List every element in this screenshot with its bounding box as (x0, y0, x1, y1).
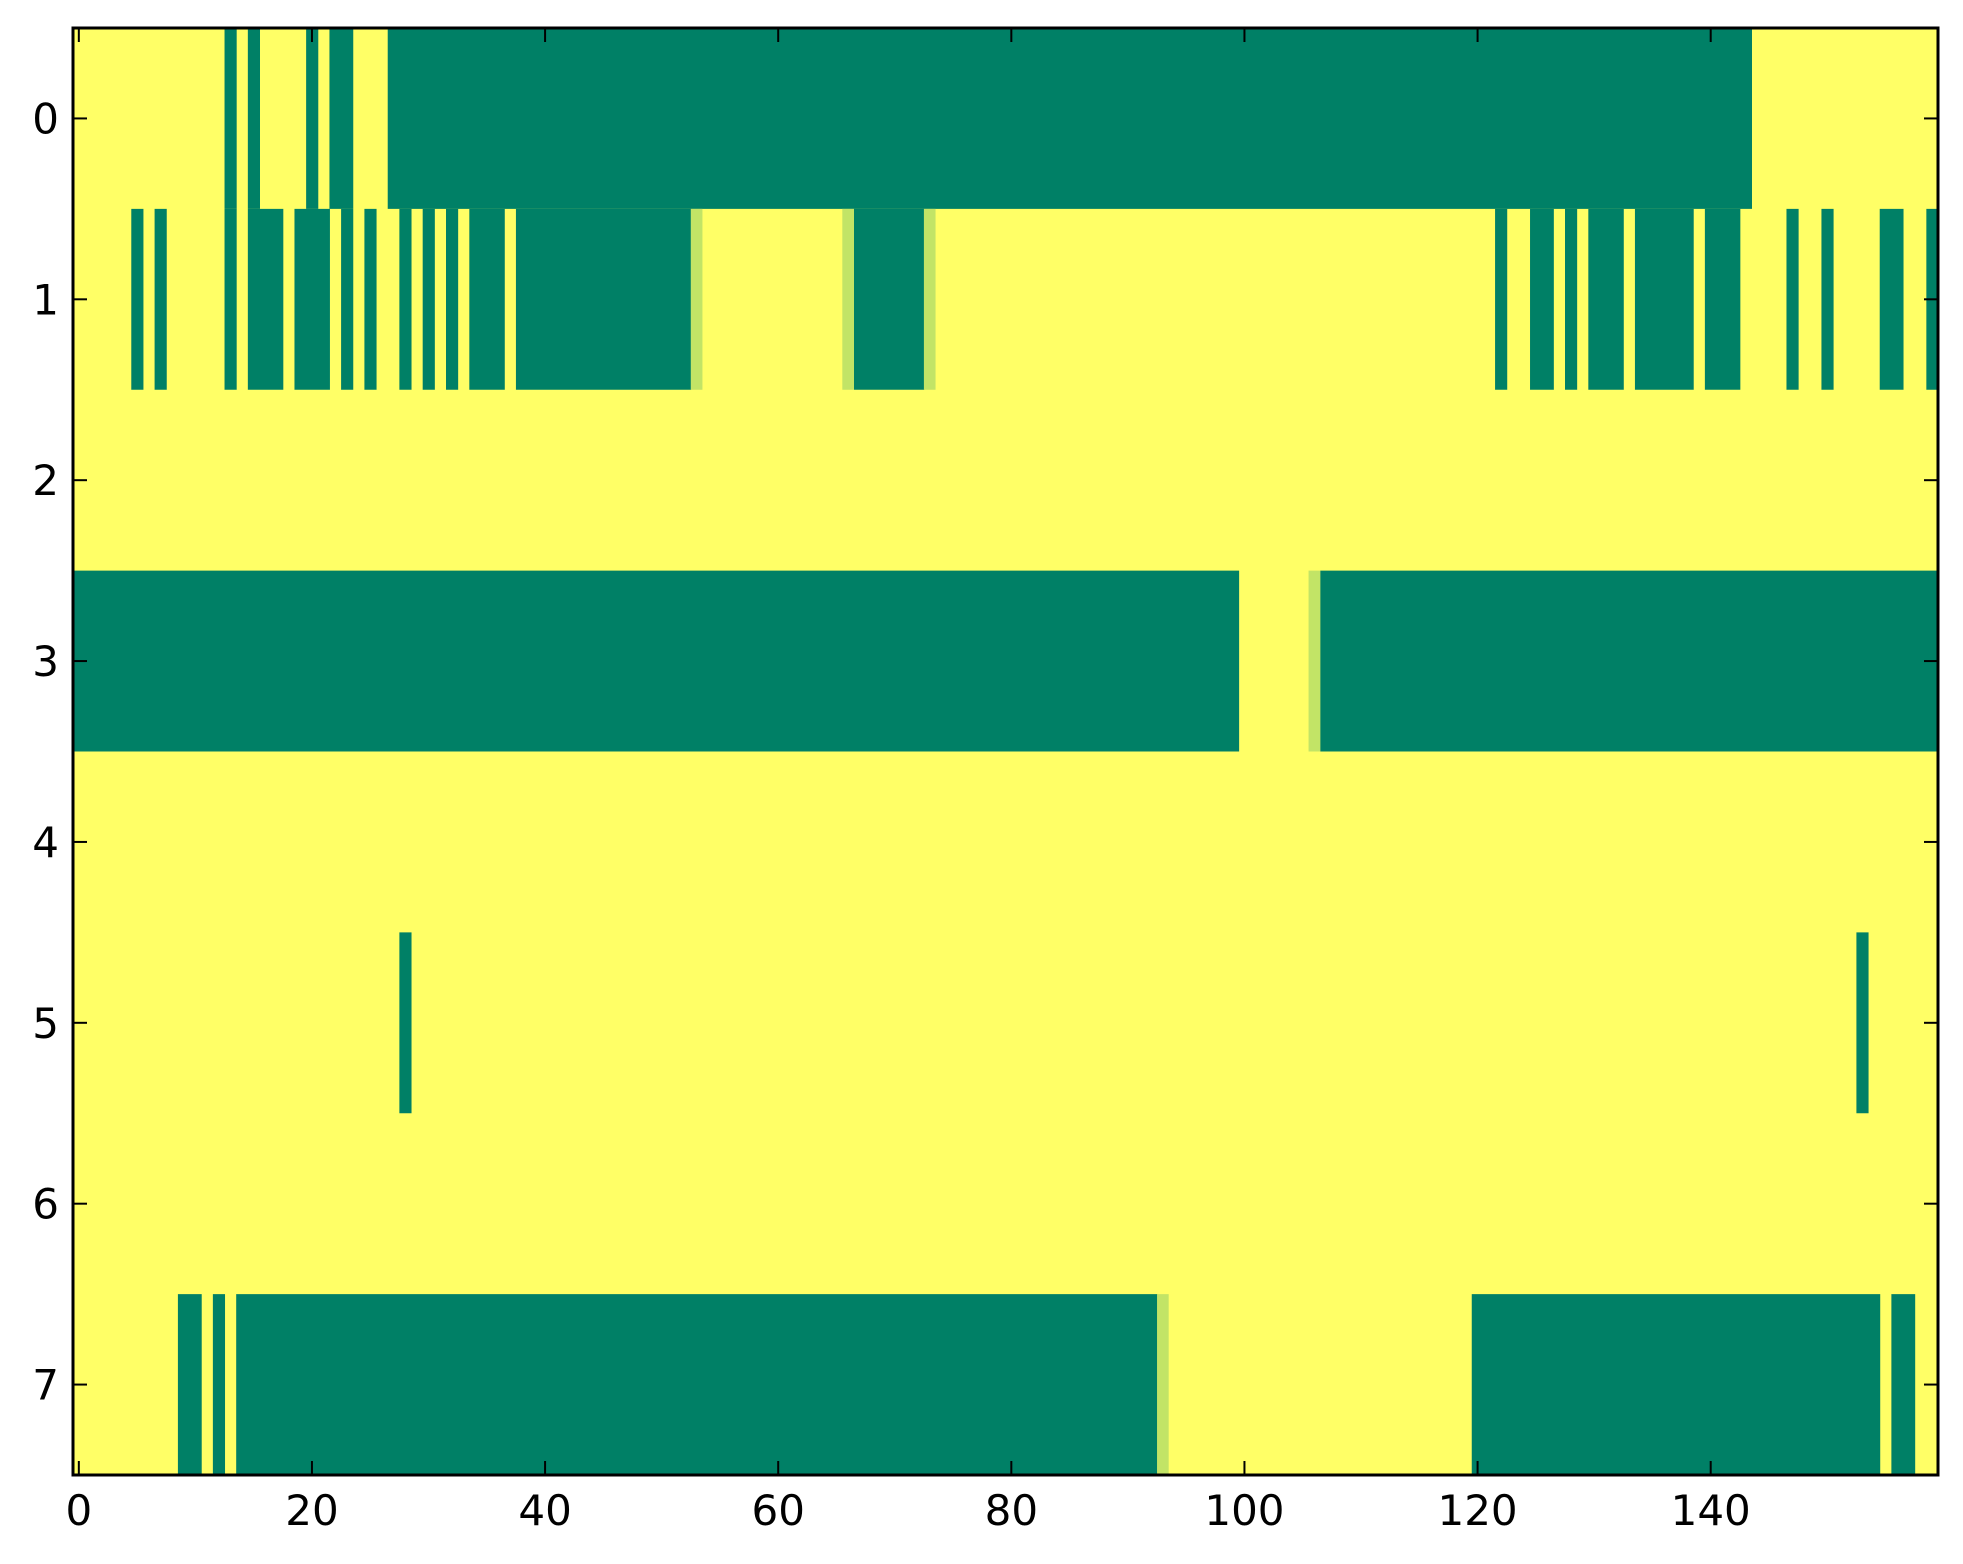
heatmap-cell-segment (131, 208, 144, 390)
heatmap-cell-segment (73, 570, 1240, 752)
heatmap-cell-segment (1704, 208, 1741, 390)
heatmap-cell-segment (1471, 1294, 1881, 1475)
heatmap-cell-intermediate (1308, 570, 1321, 752)
heatmap-cell-segment (247, 208, 284, 390)
y-tick-label: 6 (32, 1180, 59, 1229)
heatmap-cell-intermediate (1157, 1294, 1169, 1475)
heatmap-cell-segment (177, 1294, 202, 1475)
y-tick-label: 4 (32, 818, 59, 867)
heatmap-cell-segment (1565, 208, 1578, 390)
heatmap-cell-segment (364, 208, 377, 390)
y-tick-labels: 0 1 2 3 4 5 6 7 (32, 94, 59, 1409)
heatmap-cell-segment (1320, 570, 1939, 752)
heatmap-cell-segment (306, 28, 319, 209)
heatmap-cell-segment (224, 208, 237, 390)
x-tick-label: 80 (985, 1486, 1038, 1535)
heatmap-cell-intermediate (842, 208, 854, 390)
heatmap-cell-segment (853, 208, 925, 390)
heatmap-cell-segment (236, 1294, 1158, 1475)
heatmap-cell-segment (329, 28, 354, 209)
heatmap-cell-segment (1821, 208, 1834, 390)
heatmap-cell-segment (1891, 1294, 1916, 1475)
heatmap-cell-segment (387, 28, 1752, 209)
heatmap-cell-segment (399, 208, 412, 390)
y-tick-label: 5 (32, 999, 59, 1048)
heatmap-cell-segment (212, 1294, 226, 1475)
y-tick-label: 0 (32, 94, 59, 143)
heatmap-cell-intermediate (923, 208, 936, 390)
heatmap-cell-segment (247, 28, 260, 209)
x-tick-label: 0 (65, 1486, 92, 1535)
y-tick-label: 3 (32, 637, 59, 686)
y-tick-label: 1 (32, 275, 59, 324)
y-tick-label: 2 (32, 456, 59, 505)
heatmap-cell-segment (422, 208, 435, 390)
x-tick-label: 100 (1204, 1486, 1284, 1535)
heatmap-cell-segment (1495, 208, 1508, 390)
heatmap-cell-segment (224, 28, 237, 209)
x-tick-label: 20 (285, 1486, 338, 1535)
heatmap-cell-segment (154, 208, 167, 390)
y-tick-label: 7 (32, 1361, 59, 1410)
heatmap-cells (73, 28, 1939, 1475)
x-tick-labels: 0 20 40 60 80 100 120 140 (65, 1486, 1750, 1535)
heatmap-cell-segment (515, 208, 692, 390)
heatmap-cell-segment (1879, 208, 1904, 390)
axis-ticks (73, 28, 1938, 1475)
heatmap-cell-segment (294, 208, 330, 390)
heatmap-cell-segment (1634, 208, 1694, 390)
heatmap-cell-segment (1530, 208, 1554, 390)
x-tick-label: 120 (1437, 1486, 1517, 1535)
heatmap-cell-segment (1786, 208, 1799, 390)
heatmap-cell-segment (1856, 932, 1869, 1114)
x-tick-label: 60 (751, 1486, 804, 1535)
heatmap-cell-intermediate (690, 208, 703, 390)
heatmap-cell-segment (446, 208, 459, 390)
heatmap-cell-segment (1588, 208, 1624, 390)
heatmap-cell-segment (399, 932, 412, 1114)
heatmap-cell-segment (469, 208, 505, 390)
heatmap-cell-segment (341, 208, 354, 390)
x-tick-label: 40 (518, 1486, 571, 1535)
x-tick-label: 140 (1671, 1486, 1751, 1535)
plot-frame (71, 26, 1940, 1477)
